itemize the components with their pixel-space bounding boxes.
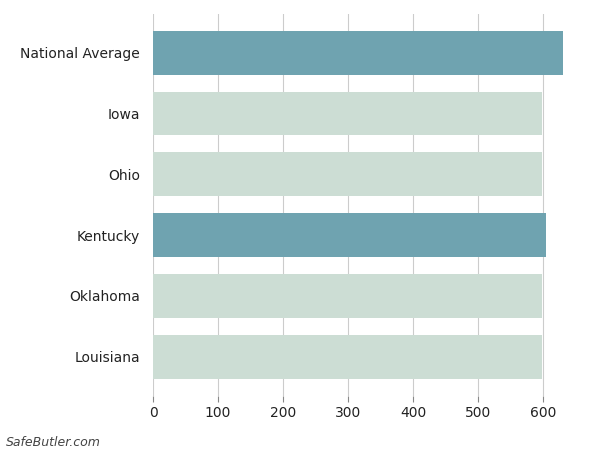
Bar bbox=[153, 31, 563, 75]
Bar bbox=[153, 213, 545, 257]
Bar bbox=[153, 153, 542, 196]
Bar bbox=[153, 92, 542, 135]
Text: SafeButler.com: SafeButler.com bbox=[6, 436, 101, 449]
Bar bbox=[153, 335, 542, 378]
Bar bbox=[153, 274, 542, 318]
